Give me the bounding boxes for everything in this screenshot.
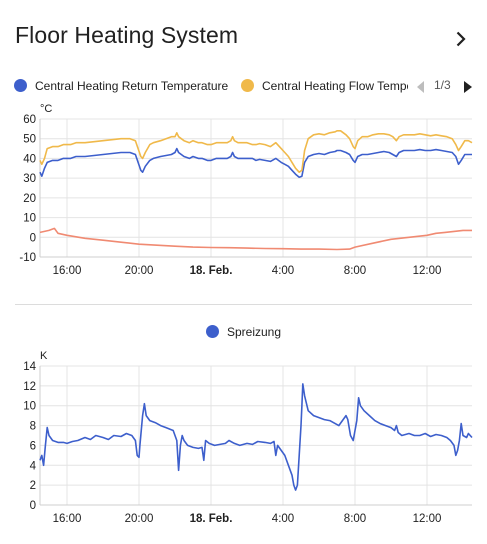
chart-divider	[15, 304, 472, 305]
x-tick-label: 4:00	[272, 265, 294, 277]
y-tick-label: 0	[30, 500, 36, 512]
legend-pager: 1/3	[434, 78, 451, 92]
legend-dot-return	[14, 79, 27, 92]
chevron-right-icon[interactable]	[448, 26, 474, 52]
y-tick-label: 10	[23, 213, 36, 225]
y-tick-label: 14	[23, 361, 36, 373]
card-title: Floor Heating System	[15, 22, 239, 48]
x-tick-label: 20:00	[125, 513, 154, 525]
chart-legend-spreizung[interactable]: Spreizung	[0, 325, 487, 339]
legend-next-icon[interactable]	[462, 79, 474, 95]
series-line-third	[39, 227, 472, 251]
y-tick-label: 12	[23, 381, 36, 393]
y-tick-label: 4	[30, 460, 37, 472]
y-tick-label: 0	[30, 232, 36, 244]
x-tick-label: 20:00	[125, 265, 154, 277]
series-line-return	[39, 147, 472, 178]
y-tick-label: 60	[23, 114, 36, 126]
y-tick-label: 50	[23, 134, 36, 146]
series-line-spreizung	[39, 383, 473, 491]
y-tick-label: 8	[30, 421, 36, 433]
legend-prev-icon[interactable]	[414, 79, 426, 95]
x-tick-label: 12:00	[413, 265, 442, 277]
y-tick-label: 10	[23, 401, 36, 413]
x-tick-label: 18. Feb.	[190, 513, 233, 525]
y-tick-label: 40	[23, 153, 36, 165]
spreizung-chart[interactable]: K 0 2 4 6 8 10 12 14 16:00 20:00 18. Feb. 4:00 8:00 12…	[0, 348, 487, 534]
temperature-chart[interactable]: °C -10 0 10 20 30 40 50 60 16:00 20:00 18. Feb. 4:00…	[0, 100, 487, 290]
y-tick-label: -10	[19, 252, 36, 264]
y-tick-label: 20	[23, 193, 36, 205]
legend-label-flow: Central Heating Flow Temperature	[262, 79, 408, 93]
y-tick-label: 2	[30, 480, 36, 492]
legend-dot-spreizung	[205, 325, 219, 338]
legend-label-spreizung: Spreizung	[226, 325, 282, 339]
legend-item-return[interactable]: Central Heating Return Temperature	[14, 79, 244, 93]
legend-dot-flow	[241, 79, 254, 92]
x-tick-label: 8:00	[344, 513, 366, 525]
x-tick-label: 16:00	[53, 265, 82, 277]
y-tick-label: 30	[23, 173, 36, 185]
chart-legend-top: Central Heating Return Temperature Centr…	[0, 76, 487, 98]
x-tick-label: 12:00	[413, 513, 442, 525]
x-tick-label: 4:00	[272, 513, 294, 525]
x-tick-label: 16:00	[53, 513, 82, 525]
series-line-flow	[39, 130, 473, 173]
x-tick-label: 18. Feb.	[190, 265, 233, 277]
legend-item-flow[interactable]: Central Heating Flow Temperature	[241, 79, 408, 93]
x-tick-label: 8:00	[344, 265, 366, 277]
legend-label-return: Central Heating Return Temperature	[35, 79, 229, 93]
y-axis-unit: K	[40, 350, 48, 362]
y-tick-label: 6	[30, 440, 36, 452]
y-axis-unit: °C	[40, 103, 52, 115]
